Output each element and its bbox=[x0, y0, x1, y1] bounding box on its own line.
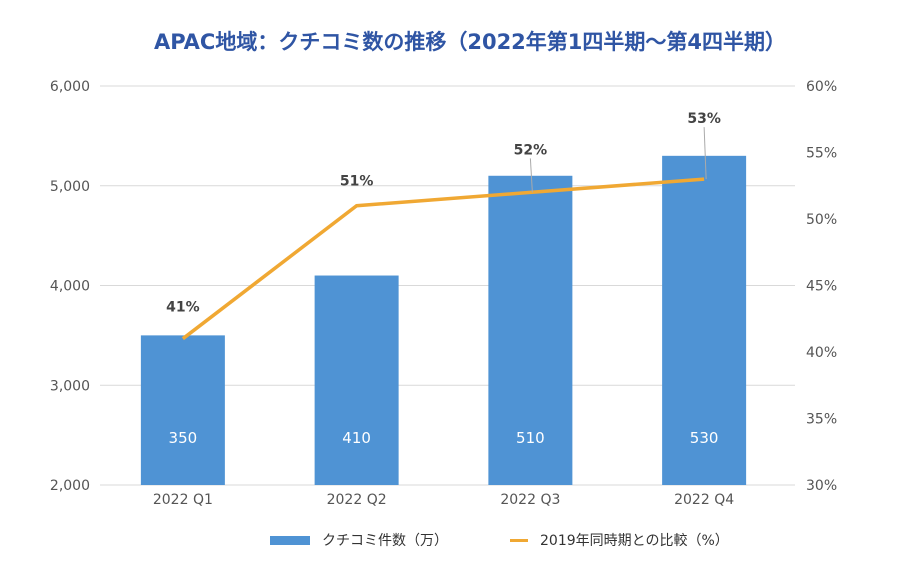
right-tick-label: 50% bbox=[806, 212, 837, 228]
line-data-label: 41% bbox=[166, 300, 200, 316]
legend-bar-swatch bbox=[270, 535, 310, 545]
legend: クチコミ件数（万） 2019年同時期との比較（%） bbox=[270, 530, 729, 550]
left-tick-label: 6,000 bbox=[50, 79, 90, 95]
left-tick-label: 3,000 bbox=[50, 378, 90, 394]
left-tick-label: 2,000 bbox=[50, 478, 90, 494]
bar-data-label: 510 bbox=[516, 429, 545, 447]
leader-line bbox=[529, 158, 533, 193]
x-tick-label: 2022 Q4 bbox=[674, 492, 734, 508]
leader-line bbox=[703, 127, 707, 180]
x-tick-label: 2022 Q3 bbox=[500, 492, 560, 508]
left-tick-label: 4,000 bbox=[50, 279, 90, 295]
right-tick-label: 30% bbox=[806, 478, 837, 494]
line-data-label: 51% bbox=[340, 174, 374, 190]
legend-line-swatch bbox=[510, 538, 528, 542]
bar-data-label: 350 bbox=[169, 429, 198, 447]
left-tick-label: 5,000 bbox=[50, 179, 90, 195]
right-tick-label: 60% bbox=[806, 79, 837, 95]
right-tick-label: 55% bbox=[806, 146, 837, 162]
chart-title: APAC地域：クチコミ数の推移（2022年第1四半期～第4四半期） bbox=[153, 30, 787, 54]
right-tick-label: 35% bbox=[806, 412, 837, 428]
bar-data-label: 530 bbox=[690, 429, 719, 447]
right-tick-label: 40% bbox=[806, 345, 837, 361]
x-tick-label: 2022 Q2 bbox=[327, 492, 387, 508]
line-series bbox=[181, 177, 705, 341]
bar bbox=[314, 275, 399, 485]
bar bbox=[488, 175, 573, 485]
bar-data-label: 410 bbox=[342, 429, 371, 447]
right-tick-label: 45% bbox=[806, 279, 837, 295]
line-data-label: 52% bbox=[514, 142, 548, 158]
legend-line-label: 2019年同時期との比較（%） bbox=[540, 533, 729, 549]
x-tick-label: 2022 Q1 bbox=[153, 492, 213, 508]
bar bbox=[140, 335, 225, 485]
line-data-label: 53% bbox=[687, 111, 721, 127]
legend-bar-label: クチコミ件数（万） bbox=[322, 533, 448, 549]
bar bbox=[662, 155, 747, 485]
